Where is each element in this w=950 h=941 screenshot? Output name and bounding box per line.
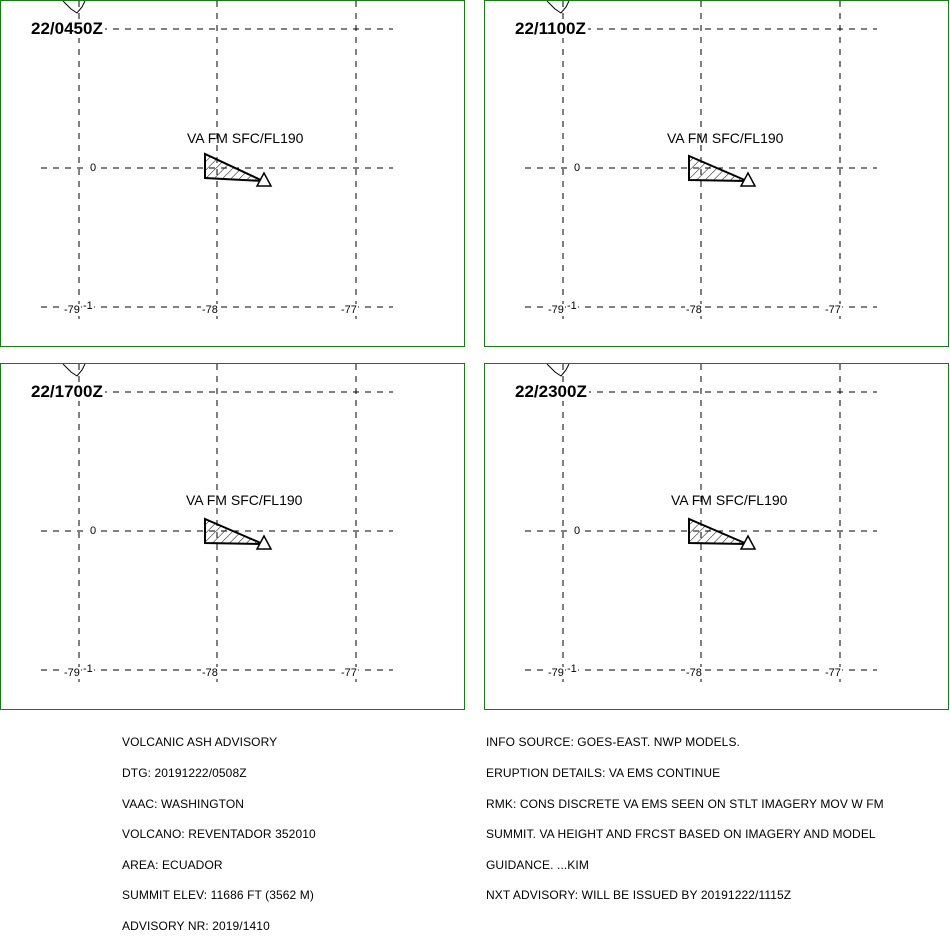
advisory-line: AREA: ECUADOR [122, 857, 223, 872]
lon-label-mid: -78 [201, 304, 219, 316]
advisory-line: SUMMIT. VA HEIGHT AND FRCST BASED ON IMA… [486, 827, 876, 842]
lat-label: 0 [89, 162, 98, 174]
volcano-triangle-icon [739, 171, 757, 187]
map-panel-1: 22/0450Z VA FM SFC/FL190 0 -79 -1 -78 -7… [0, 0, 465, 347]
lon-label-west: -79 [63, 667, 81, 679]
lat-label: 0 [573, 525, 582, 537]
map-panel-4: 22/2300Z VA FM SFC/FL190 0 -79 -1 -78 -7… [484, 363, 949, 710]
advisory-line: INFO SOURCE: GOES-EAST. NWP MODELS. [486, 735, 740, 750]
volcano-triangle-icon [739, 534, 757, 550]
advisory-line: ADVISORY NR: 2019/1410 [122, 918, 270, 933]
lon-label-west: -79 [547, 304, 565, 316]
time-label: 22/1700Z [29, 382, 105, 401]
coastline [546, 1, 570, 14]
advisory-line: VOLCANIC ASH ADVISORY [122, 735, 278, 750]
advisory-line: GUIDANCE. ...KIM [486, 857, 589, 872]
ash-polygon [204, 152, 264, 182]
ash-polygon [688, 154, 748, 182]
map-canvas [525, 364, 877, 684]
lon-label-east: -77 [340, 667, 358, 679]
advisory-text-left: VOLCANIC ASH ADVISORY DTG: 20191222/0508… [122, 717, 316, 941]
lon-extra-tick: -1 [82, 663, 94, 675]
va-label: VA FM SFC/FL190 [667, 130, 784, 146]
va-label: VA FM SFC/FL190 [187, 130, 304, 146]
lon-label-mid: -78 [685, 667, 703, 679]
lon-label-mid: -78 [685, 304, 703, 316]
coastline [62, 1, 86, 14]
lon-label-mid: -78 [201, 667, 219, 679]
lon-extra-tick: -1 [566, 300, 578, 312]
advisory-line: DTG: 20191222/0508Z [122, 766, 247, 780]
advisory-line: VAAC: WASHINGTON [122, 796, 245, 811]
advisory-line: NXT ADVISORY: WILL BE ISSUED BY 20191222… [486, 888, 792, 903]
map-canvas [525, 1, 877, 321]
lon-label-west: -79 [63, 304, 81, 316]
lon-label-east: -77 [340, 304, 358, 316]
lon-label-west: -79 [547, 667, 565, 679]
lon-extra-tick: -1 [566, 663, 578, 675]
advisory-line: VOLCANO: REVENTADOR 352010 [122, 827, 316, 842]
time-label: 22/0450Z [29, 19, 105, 38]
lon-label-east: -77 [824, 667, 842, 679]
advisory-line: RMK: CONS DISCRETE VA EMS SEEN ON STLT I… [486, 796, 884, 811]
time-label: 22/1100Z [513, 19, 588, 38]
volcano-triangle-icon [255, 171, 273, 187]
va-label: VA FM SFC/FL190 [671, 492, 788, 508]
va-label: VA FM SFC/FL190 [186, 492, 303, 508]
advisory-line: ERUPTION DETAILS: VA EMS CONTINUE [486, 766, 721, 780]
lat-label: 0 [89, 525, 98, 537]
lon-extra-tick: -1 [82, 300, 94, 312]
advisory-line: SUMMIT ELEV: 11686 FT (3562 M) [122, 888, 314, 903]
map-canvas [41, 1, 393, 321]
lon-label-east: -77 [824, 304, 842, 316]
lat-label: 0 [573, 162, 582, 174]
coastline [62, 364, 86, 377]
ash-polygon [688, 517, 748, 545]
time-label: 22/2300Z [513, 382, 589, 401]
map-panel-3: 22/1700Z VA FM SFC/FL190 0 -79 -1 -78 -7… [0, 363, 465, 710]
coastline [546, 364, 570, 377]
ash-polygon [204, 517, 264, 545]
map-canvas [41, 364, 393, 684]
volcano-triangle-icon [255, 534, 273, 550]
advisory-text-right: INFO SOURCE: GOES-EAST. NWP MODELS. ERUP… [486, 717, 884, 911]
map-panel-2: 22/1100Z VA FM SFC/FL190 0 -79 -1 -78 -7… [484, 0, 949, 347]
